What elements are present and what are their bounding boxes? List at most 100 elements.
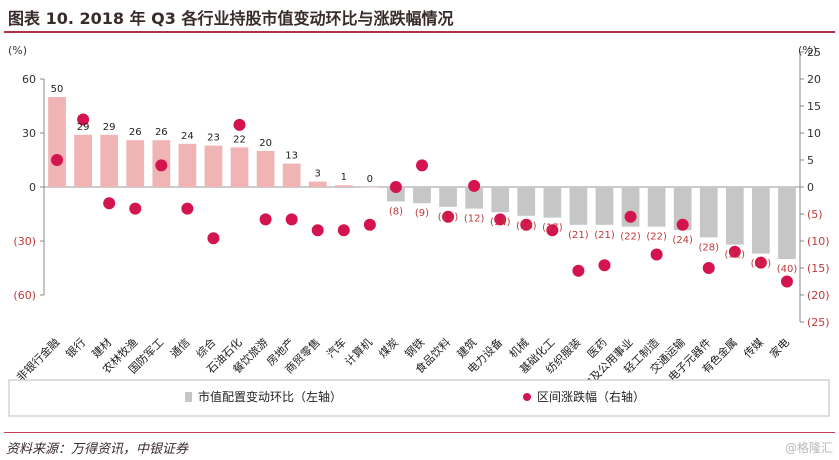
bar <box>256 151 275 187</box>
bar-value-label: 0 <box>367 174 373 185</box>
bar <box>413 187 431 204</box>
bar <box>752 187 770 254</box>
left-axis-tick-label: (60) <box>13 289 36 302</box>
category-label: 传媒 <box>741 336 766 361</box>
bar-value-label: (21) <box>568 230 589 241</box>
right-axis-tick-label: (20) <box>807 289 830 302</box>
dot-marker <box>546 224 559 237</box>
right-axis-tick-label: 15 <box>807 100 821 113</box>
bar-value-label: 20 <box>259 138 272 149</box>
bar <box>465 187 484 209</box>
dot-marker <box>77 113 90 126</box>
legend-box <box>8 379 830 417</box>
bar-value-label: 50 <box>51 84 64 95</box>
bar <box>569 187 588 225</box>
right-axis-tick-label: (15) <box>807 262 830 275</box>
dot-marker <box>129 202 142 215</box>
legend-swatch-dot <box>523 393 531 401</box>
bar <box>178 143 197 187</box>
dot-marker <box>311 224 324 237</box>
bar <box>230 147 249 187</box>
bar <box>334 185 353 187</box>
bar <box>74 134 92 187</box>
footer-rule <box>4 432 835 433</box>
bar-value-label: (32) <box>725 250 746 261</box>
bar-value-label: (40) <box>777 264 798 275</box>
dot-marker <box>598 259 611 272</box>
bar <box>517 187 536 216</box>
dot-marker <box>624 210 637 223</box>
chart-title-bar: 图表 10. 2018 年 Q3 各行业持股市值变动环比与涨跌幅情况 <box>4 3 835 33</box>
right-axis-tick-label: (5) <box>807 208 823 221</box>
bar <box>699 187 718 238</box>
bar <box>647 187 666 227</box>
bar <box>673 187 692 231</box>
right-axis-tick-label: 25 <box>807 46 821 59</box>
dot-marker <box>780 275 793 288</box>
bar-value-label: 23 <box>207 133 220 144</box>
bar-value-label: 3 <box>315 169 321 180</box>
bar-value-label: 29 <box>103 122 116 133</box>
right-axis-unit: (%) <box>798 44 817 57</box>
dot-marker <box>233 118 246 131</box>
bar <box>595 187 614 225</box>
bar <box>308 181 327 187</box>
left-axis-tick-label: 0 <box>29 181 36 194</box>
title-rule <box>4 31 835 33</box>
right-axis-tick-label: 5 <box>807 154 814 167</box>
dot-marker <box>103 197 116 210</box>
category-label: 银行 <box>63 335 88 360</box>
bar-value-label: 13 <box>285 151 298 162</box>
right-axis-tick-label: (25) <box>807 316 830 329</box>
category-label: 家电 <box>767 335 792 360</box>
bar <box>100 134 119 187</box>
dot-marker <box>520 218 533 231</box>
bar <box>360 187 379 188</box>
dot-marker <box>337 224 350 237</box>
bar-value-label: (9) <box>415 208 429 219</box>
legend-label-bar: 市值配置变动环比（左轴） <box>198 389 342 404</box>
bar-value-label: (22) <box>620 232 641 243</box>
right-axis-tick-label: 20 <box>807 73 821 86</box>
dot-marker <box>442 210 455 223</box>
bar <box>543 187 562 218</box>
bar-value-label: 22 <box>233 134 246 145</box>
dot-marker <box>468 179 481 192</box>
dot-marker <box>676 218 689 231</box>
bar-value-label: (11) <box>438 212 459 223</box>
left-axis-tick-label: (30) <box>13 235 36 248</box>
bar <box>48 97 66 187</box>
left-axis-unit: (%) <box>8 44 27 57</box>
bar <box>282 163 301 187</box>
left-axis-tick-label: 60 <box>22 73 36 86</box>
legend-swatch-bar <box>185 392 192 402</box>
dot-marker <box>494 213 507 226</box>
dot-marker <box>285 213 298 226</box>
dot-marker <box>207 232 220 245</box>
watermark: @格隆汇 <box>784 441 833 455</box>
source-note: 资料来源：万得资讯，中银证券 <box>6 442 189 457</box>
dot-marker <box>754 256 767 269</box>
dot-marker <box>416 159 428 172</box>
dot-marker <box>51 154 64 166</box>
chart-title: 图表 10. 2018 年 Q3 各行业持股市值变动环比与涨跌幅情况 <box>8 9 454 28</box>
bar <box>439 187 457 207</box>
bar <box>126 140 145 187</box>
bar-value-label: (24) <box>672 235 693 246</box>
bar-value-label: 24 <box>181 131 194 142</box>
bar-value-label: 26 <box>129 127 142 138</box>
bar-value-label: 29 <box>77 122 90 133</box>
bar-value-label: 26 <box>155 127 168 138</box>
left-axis-tick-label: 30 <box>22 127 36 140</box>
dot-marker <box>389 181 402 193</box>
right-axis-tick-label: 0 <box>807 181 814 194</box>
dot-marker <box>702 262 715 274</box>
dot-marker <box>650 248 663 261</box>
bar-value-label: (21) <box>594 230 615 241</box>
bar-value-label: (14) <box>490 217 511 228</box>
dot-marker <box>572 264 585 277</box>
bar-value-label: (8) <box>389 206 403 217</box>
right-axis-tick-label: 10 <box>807 127 821 140</box>
right-axis-tick-label: (10) <box>807 235 830 248</box>
